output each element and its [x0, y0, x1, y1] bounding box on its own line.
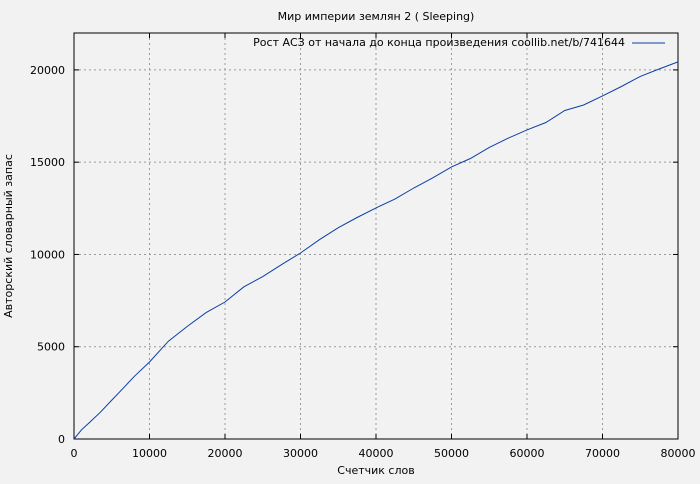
x-tick-label: 10000	[132, 447, 167, 460]
x-tick-label: 0	[71, 447, 78, 460]
x-tick-label: 70000	[585, 447, 620, 460]
chart-title: Мир империи землян 2 ( Sleeping)	[278, 10, 475, 23]
y-tick-label: 15000	[30, 156, 65, 169]
x-tick-label: 50000	[434, 447, 469, 460]
series-line	[73, 61, 679, 440]
x-tick-label: 60000	[510, 447, 545, 460]
y-tick-label: 5000	[37, 341, 65, 354]
x-tick-label: 30000	[283, 447, 318, 460]
y-tick-label: 10000	[30, 248, 65, 261]
y-tick-label: 0	[58, 433, 65, 446]
x-axis-label: Счетчик слов	[337, 464, 414, 477]
y-axis-label: Авторский словарный запас	[2, 154, 15, 318]
x-tick-label: 80000	[661, 447, 696, 460]
y-tick-label: 20000	[30, 64, 65, 77]
x-tick-label: 40000	[359, 447, 394, 460]
x-tick-label: 20000	[208, 447, 243, 460]
legend-label: Рост АСЗ от начала до конца произведения…	[253, 36, 625, 49]
